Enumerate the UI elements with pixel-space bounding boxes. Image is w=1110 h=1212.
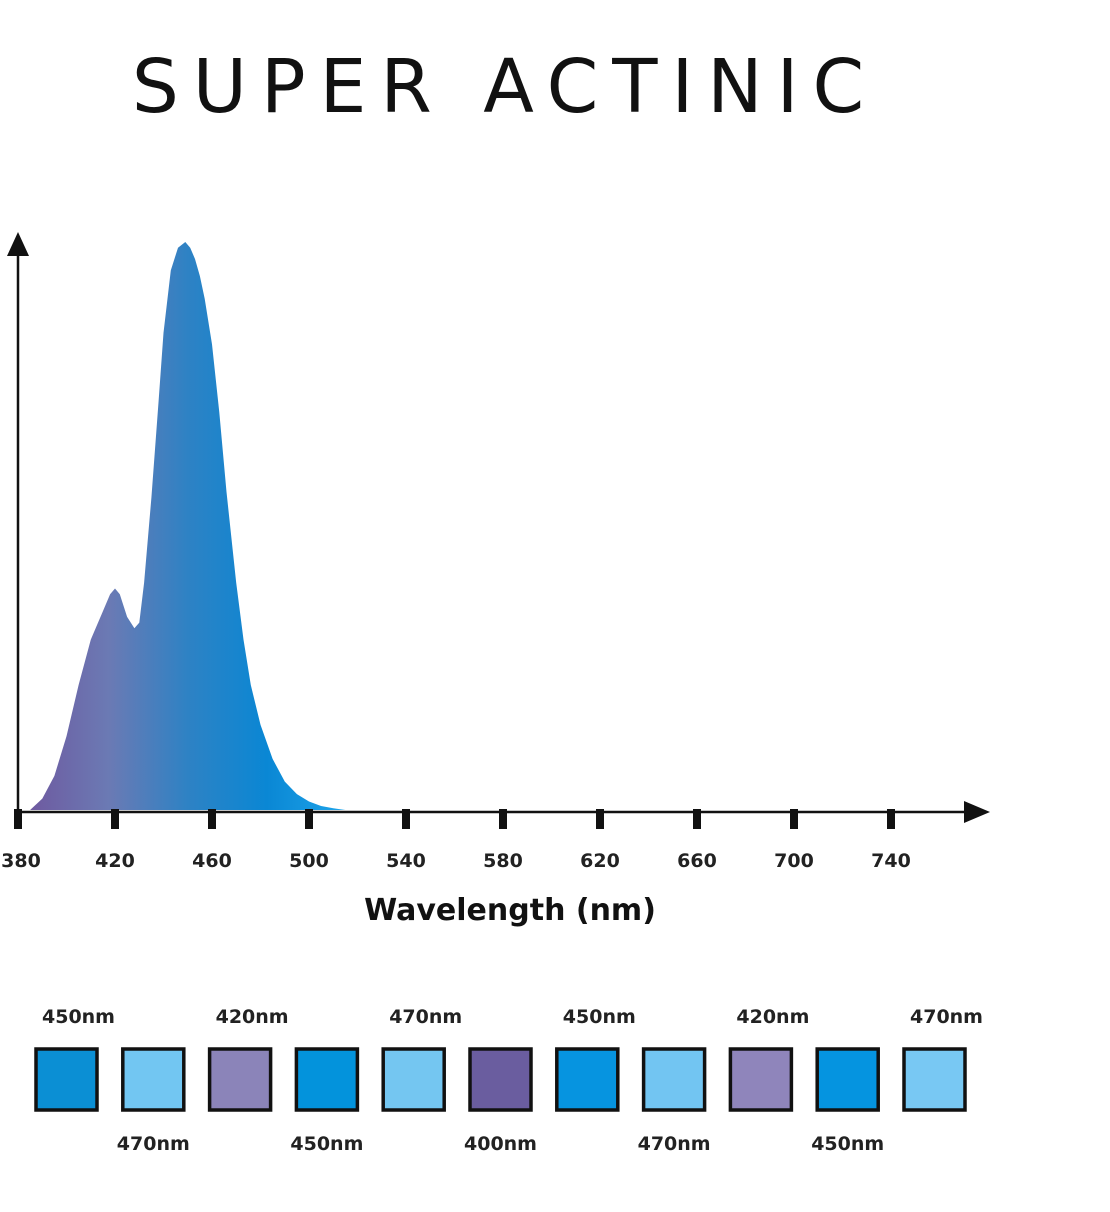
x-tick-mark	[596, 809, 604, 829]
x-tick-label: 660	[677, 850, 717, 872]
led-layout: 450nm 470nm 420nm 450nm 470nm 400nm 450nm 470nm…	[34, 1006, 983, 1155]
spectrum-area	[30, 242, 346, 810]
x-tick-label: 380	[1, 850, 41, 872]
x-axis-label: Wavelength (nm)	[364, 893, 656, 928]
led-square	[555, 1047, 620, 1112]
y-axis-arrow	[7, 232, 29, 256]
x-tick-mark	[887, 809, 895, 829]
led-label: 420nm	[736, 1006, 809, 1028]
led-square	[34, 1047, 99, 1112]
x-tick-label: 700	[774, 850, 814, 872]
led-square	[641, 1047, 707, 1112]
led-label: 450nm	[563, 1006, 636, 1028]
led-square	[815, 1047, 880, 1112]
x-axis-arrow	[964, 801, 990, 823]
led-label: 450nm	[811, 1133, 884, 1155]
x-tick-mark	[208, 809, 216, 829]
led-square	[121, 1047, 186, 1112]
x-tick-mark	[305, 809, 313, 829]
led-label: 400nm	[464, 1133, 537, 1155]
x-tick-label: 460	[192, 850, 232, 872]
led-square	[381, 1047, 446, 1112]
led-label: 420nm	[216, 1006, 289, 1028]
x-tick-label: 580	[483, 850, 523, 872]
x-tick-mark	[14, 809, 22, 829]
led-square	[207, 1047, 273, 1112]
led-label: 470nm	[117, 1133, 190, 1155]
x-tick-mark	[402, 809, 410, 829]
led-square	[902, 1047, 967, 1112]
x-tick-label: 420	[95, 850, 135, 872]
led-label: 470nm	[389, 1006, 462, 1028]
x-tick-mark	[499, 809, 507, 829]
x-tick-mark	[693, 809, 701, 829]
x-tick-label: 620	[580, 850, 620, 872]
x-ticks: 380 420 460 500 540 580 620 660 700 740	[1, 809, 911, 872]
led-label: 450nm	[42, 1006, 115, 1028]
led-square	[294, 1047, 360, 1112]
x-tick-label: 500	[289, 850, 329, 872]
chart-title: SUPER ACTINIC	[131, 44, 879, 130]
x-tick-mark	[111, 809, 119, 829]
x-tick-label: 540	[386, 850, 426, 872]
axes	[7, 232, 990, 823]
x-tick-mark	[790, 809, 798, 829]
led-square	[728, 1047, 794, 1112]
led-label: 470nm	[638, 1133, 711, 1155]
led-label: 450nm	[290, 1133, 363, 1155]
led-label: 470nm	[910, 1006, 983, 1028]
plot-area	[30, 242, 346, 810]
x-tick-label: 740	[871, 850, 911, 872]
led-square	[468, 1047, 533, 1112]
